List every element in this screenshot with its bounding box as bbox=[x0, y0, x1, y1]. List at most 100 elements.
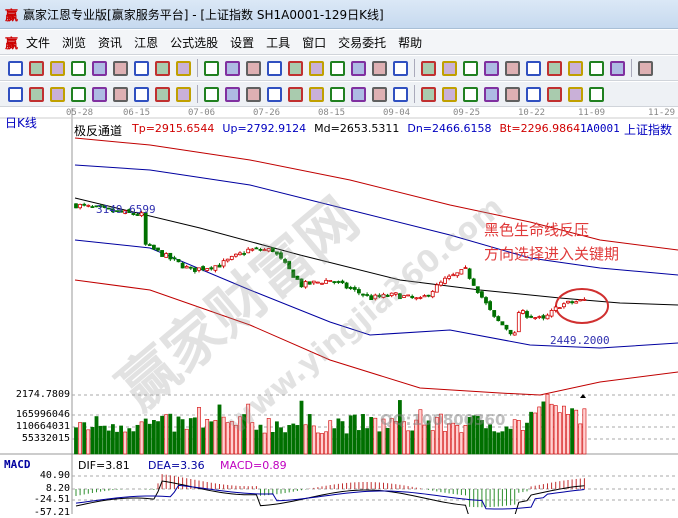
right-arrow-diamond-icon[interactable] bbox=[330, 60, 345, 76]
menu-item[interactable]: 江恩 bbox=[134, 35, 159, 50]
chart-b-icon[interactable] bbox=[113, 60, 128, 76]
wave-icon[interactable] bbox=[526, 86, 541, 102]
candle bbox=[459, 269, 464, 275]
target-icon[interactable] bbox=[246, 86, 261, 102]
menu-item[interactable]: 公式选股 bbox=[170, 35, 219, 50]
volume-bar bbox=[106, 430, 111, 455]
square-icon[interactable] bbox=[421, 86, 436, 102]
candle bbox=[557, 307, 562, 310]
win-icon[interactable] bbox=[351, 86, 366, 102]
candle bbox=[467, 268, 472, 279]
range-icon[interactable] bbox=[393, 86, 408, 102]
formula-icon[interactable] bbox=[176, 60, 191, 76]
right-icon[interactable] bbox=[288, 60, 303, 76]
brush-icon[interactable] bbox=[134, 86, 149, 102]
combo-icon[interactable] bbox=[526, 60, 541, 76]
candle bbox=[229, 255, 234, 260]
candle bbox=[340, 280, 345, 284]
lines-icon[interactable] bbox=[176, 86, 191, 102]
volume-bar bbox=[234, 424, 238, 455]
gold-grid2-icon[interactable] bbox=[71, 86, 86, 102]
crosshair-icon[interactable] bbox=[463, 60, 478, 76]
shrink-icon[interactable] bbox=[372, 60, 387, 76]
cycle-icon[interactable] bbox=[92, 86, 107, 102]
report-icon[interactable] bbox=[589, 60, 604, 76]
stock-chart[interactable]: 日K线 05-28 06-15 07-06 07-26 08-15 09-04 09-25 1… bbox=[0, 108, 678, 518]
candle bbox=[410, 295, 415, 299]
volume-bar bbox=[516, 420, 521, 455]
grid2-icon[interactable] bbox=[547, 86, 562, 102]
fan-icon[interactable] bbox=[442, 86, 457, 102]
candle bbox=[377, 294, 382, 298]
pen-icon[interactable] bbox=[8, 86, 23, 102]
volume-bar bbox=[471, 415, 476, 455]
draw-icon[interactable] bbox=[484, 60, 499, 76]
low-price-label: 2449.2000 bbox=[550, 334, 610, 347]
menu-item[interactable]: 交易委托 bbox=[338, 35, 387, 50]
annotation-text: 黑色生命线反压 方向选择进入关键期 bbox=[484, 218, 619, 266]
menu-item[interactable]: 文件 bbox=[26, 35, 51, 50]
candle bbox=[512, 332, 517, 336]
spiral-icon[interactable] bbox=[113, 86, 128, 102]
box-fan-icon[interactable] bbox=[463, 86, 478, 102]
star-icon[interactable] bbox=[267, 86, 282, 102]
volume-bar bbox=[168, 413, 173, 455]
candle bbox=[434, 284, 439, 293]
chart-canvas[interactable] bbox=[0, 108, 678, 514]
angle-icon[interactable] bbox=[225, 86, 240, 102]
ruler-icon[interactable] bbox=[372, 86, 387, 102]
notes-icon[interactable] bbox=[71, 60, 86, 76]
grid-icon[interactable] bbox=[29, 86, 44, 102]
menu-bar: 赢 文件 浏览 资讯 江恩 公式选股 设置 工具 窗口 交易委托 帮助 bbox=[0, 30, 678, 55]
multi-line-icon[interactable] bbox=[589, 86, 604, 102]
window-title: 赢家江恩专业版[赢家服务平台] - [上证指数 SH1A0001-129日K线] bbox=[23, 7, 384, 22]
down-diamond-icon[interactable] bbox=[421, 60, 436, 76]
candle bbox=[119, 210, 123, 213]
gold-grid-icon[interactable] bbox=[50, 86, 65, 102]
candle bbox=[361, 293, 365, 296]
parallel-icon[interactable] bbox=[309, 86, 324, 102]
candle bbox=[98, 205, 103, 208]
date-tick: 10-22 bbox=[518, 108, 546, 118]
expand-icon[interactable] bbox=[351, 60, 366, 76]
first-icon[interactable] bbox=[225, 60, 240, 76]
menu-item[interactable]: 工具 bbox=[266, 35, 291, 50]
circle-icon[interactable] bbox=[155, 86, 170, 102]
grid3-icon[interactable] bbox=[568, 86, 583, 102]
section-icon[interactable] bbox=[505, 60, 520, 76]
candle bbox=[385, 294, 390, 297]
gann-icon[interactable] bbox=[330, 86, 345, 102]
box-icon[interactable] bbox=[288, 86, 303, 102]
dropdown-icon[interactable] bbox=[29, 60, 44, 76]
save-icon[interactable] bbox=[610, 60, 625, 76]
fan2-icon[interactable] bbox=[484, 86, 499, 102]
dropdown-icon[interactable] bbox=[155, 60, 170, 76]
last-icon[interactable] bbox=[246, 60, 261, 76]
hand-icon[interactable] bbox=[442, 60, 457, 76]
window-icon[interactable] bbox=[50, 60, 65, 76]
left-arrow-diamond-icon[interactable] bbox=[309, 60, 324, 76]
volume-bar bbox=[545, 393, 550, 455]
menu-item[interactable]: 资讯 bbox=[98, 35, 123, 50]
bar-icon[interactable] bbox=[134, 60, 149, 76]
network-icon[interactable] bbox=[638, 60, 653, 76]
menu-item[interactable]: 窗口 bbox=[302, 35, 327, 50]
menu-item[interactable]: 帮助 bbox=[398, 35, 423, 50]
angle2-icon[interactable] bbox=[505, 86, 520, 102]
candle bbox=[471, 278, 476, 286]
volume-bar bbox=[438, 413, 443, 455]
color-chart-icon[interactable] bbox=[204, 60, 219, 76]
chart-a-icon[interactable] bbox=[92, 60, 107, 76]
volume-bar bbox=[348, 415, 353, 455]
menu-item[interactable]: 浏览 bbox=[62, 35, 87, 50]
candle bbox=[287, 260, 292, 270]
menu-item[interactable]: 设置 bbox=[230, 35, 255, 50]
n2-icon[interactable] bbox=[204, 86, 219, 102]
left-icon[interactable] bbox=[267, 60, 282, 76]
calculator-icon[interactable] bbox=[568, 60, 583, 76]
candle bbox=[430, 291, 435, 298]
up-diamond-icon[interactable] bbox=[393, 60, 408, 76]
candle bbox=[180, 262, 185, 269]
calendar-icon[interactable] bbox=[547, 60, 562, 76]
day-period-icon[interactable] bbox=[8, 60, 23, 76]
